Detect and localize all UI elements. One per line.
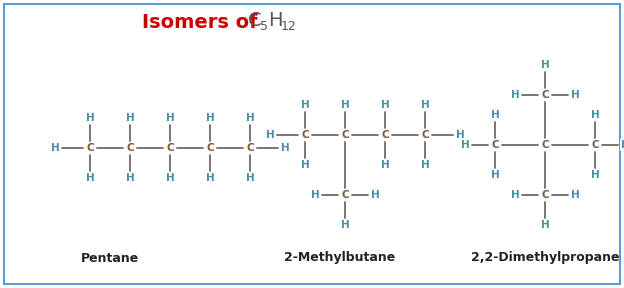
- Text: C: C: [341, 190, 349, 200]
- Text: H: H: [85, 173, 94, 183]
- Text: 5: 5: [260, 20, 268, 33]
- Text: H: H: [301, 100, 310, 110]
- Text: 12: 12: [281, 20, 297, 33]
- Text: H: H: [268, 10, 283, 29]
- Text: C: C: [591, 140, 599, 150]
- Text: C: C: [491, 140, 499, 150]
- Text: H: H: [311, 190, 319, 200]
- Text: H: H: [206, 113, 215, 123]
- Text: 2,2-Dimethylpropane: 2,2-Dimethylpropane: [470, 251, 619, 264]
- Text: H: H: [341, 100, 349, 110]
- Text: H: H: [85, 113, 94, 123]
- Text: H: H: [540, 60, 549, 70]
- Text: C: C: [301, 130, 309, 140]
- Text: H: H: [281, 143, 290, 153]
- Text: H: H: [381, 100, 389, 110]
- Text: H: H: [371, 190, 379, 200]
- Text: C: C: [86, 143, 94, 153]
- Text: Isomers of: Isomers of: [142, 12, 258, 31]
- Text: H: H: [125, 113, 134, 123]
- Text: H: H: [490, 170, 499, 180]
- Text: C: C: [541, 90, 549, 100]
- Text: H: H: [246, 173, 255, 183]
- Text: H: H: [570, 190, 579, 200]
- Text: H: H: [570, 90, 579, 100]
- Text: H: H: [461, 140, 469, 150]
- Text: C: C: [166, 143, 174, 153]
- Text: H: H: [421, 160, 429, 170]
- Text: C: C: [541, 190, 549, 200]
- Text: C: C: [341, 130, 349, 140]
- Text: C: C: [206, 143, 214, 153]
- Text: H: H: [381, 160, 389, 170]
- Text: H: H: [266, 130, 275, 140]
- Text: H: H: [510, 190, 519, 200]
- Text: 2-Methylbutane: 2-Methylbutane: [285, 251, 396, 264]
- Text: H: H: [165, 113, 174, 123]
- Text: H: H: [421, 100, 429, 110]
- Text: C: C: [541, 140, 549, 150]
- Text: H: H: [206, 173, 215, 183]
- Text: H: H: [341, 220, 349, 230]
- Text: C: C: [421, 130, 429, 140]
- Text: H: H: [165, 173, 174, 183]
- Text: Pentane: Pentane: [81, 251, 139, 264]
- Text: H: H: [125, 173, 134, 183]
- Text: H: H: [51, 143, 59, 153]
- Text: C: C: [126, 143, 134, 153]
- Text: H: H: [246, 113, 255, 123]
- Text: H: H: [591, 110, 600, 120]
- Text: H: H: [301, 160, 310, 170]
- Text: C: C: [246, 143, 254, 153]
- Text: H: H: [456, 130, 464, 140]
- Text: H: H: [540, 220, 549, 230]
- Text: H: H: [490, 110, 499, 120]
- Text: H: H: [591, 170, 600, 180]
- Text: H: H: [510, 90, 519, 100]
- Text: C: C: [381, 130, 389, 140]
- Text: H: H: [621, 140, 624, 150]
- Text: C: C: [248, 10, 261, 29]
